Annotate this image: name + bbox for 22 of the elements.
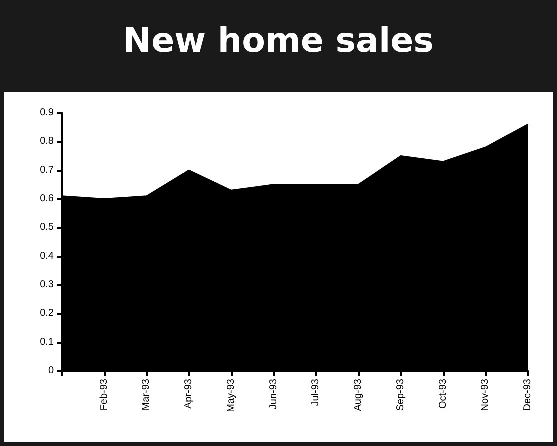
x-tick-label: Feb-93 [98, 378, 110, 411]
y-tick-label: 0.6 [40, 194, 54, 204]
x-tick-label: Dec-93 [522, 378, 534, 412]
y-tick-label: 0.2 [40, 308, 54, 320]
x-tick-label: Jun-93 [268, 378, 280, 410]
x-tick-label: May-93 [226, 378, 237, 412]
y-tick-label: 0.3 [40, 280, 54, 290]
y-tick-label: 0.5 [40, 222, 54, 234]
x-tick-label: Jul-93 [310, 378, 322, 406]
y-tick-label: 0.7 [40, 164, 54, 176]
x-tick-label: Apr-93 [184, 378, 195, 410]
y-tick-label: 0.8 [40, 136, 54, 148]
y-tick-label: 0.4 [40, 250, 54, 262]
x-tick-label: Oct-93 [438, 378, 449, 410]
chart-title: New home sales [122, 20, 435, 63]
y-tick-label: 0 [48, 366, 54, 376]
x-tick-label: Sep-93 [395, 378, 406, 412]
x-tick-label: Nov-93 [480, 378, 492, 412]
x-tick-label: Aug-93 [353, 378, 364, 412]
y-tick-label: 0.1 [40, 336, 54, 348]
y-tick-label: 0.9 [40, 108, 54, 118]
x-tick-label: Mar-93 [141, 378, 152, 411]
